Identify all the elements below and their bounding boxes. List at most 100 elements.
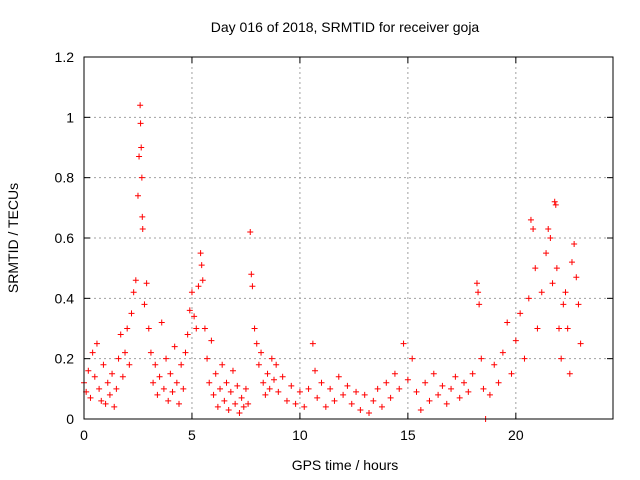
data-point bbox=[439, 382, 446, 389]
data-point bbox=[193, 325, 200, 332]
data-point bbox=[495, 379, 502, 386]
data-point bbox=[232, 400, 239, 407]
data-point bbox=[128, 310, 135, 317]
data-point bbox=[204, 355, 211, 362]
data-point bbox=[486, 391, 493, 398]
data-point bbox=[201, 325, 208, 332]
data-point bbox=[102, 400, 109, 407]
data-point bbox=[478, 355, 485, 362]
data-point bbox=[195, 283, 202, 290]
data-point bbox=[132, 277, 139, 284]
data-point bbox=[169, 388, 176, 395]
data-point bbox=[91, 373, 98, 380]
data-point bbox=[258, 349, 265, 356]
data-point bbox=[260, 379, 267, 386]
data-point bbox=[145, 325, 152, 332]
data-point bbox=[223, 379, 230, 386]
y-tick-label: 1.2 bbox=[55, 49, 75, 65]
data-point bbox=[152, 361, 159, 368]
data-point bbox=[199, 277, 206, 284]
data-point bbox=[562, 289, 569, 296]
data-point bbox=[255, 361, 262, 368]
x-tick-label: 20 bbox=[508, 427, 524, 443]
plot-frame bbox=[83, 56, 614, 420]
data-point bbox=[404, 376, 411, 383]
data-point bbox=[188, 289, 195, 296]
data-point bbox=[180, 385, 187, 392]
data-point bbox=[268, 355, 275, 362]
data-point bbox=[426, 397, 433, 404]
data-point bbox=[134, 192, 141, 199]
data-point bbox=[378, 403, 385, 410]
y-tick-label: 0.8 bbox=[55, 170, 75, 186]
data-point bbox=[461, 379, 468, 386]
data-point bbox=[508, 370, 515, 377]
data-point bbox=[396, 385, 403, 392]
data-point bbox=[312, 367, 319, 374]
data-point bbox=[499, 349, 506, 356]
data-point bbox=[577, 340, 584, 347]
axis-ticks: 0 5 10 15 20 0 0.2 0.4 0.6 0.8 1 1.2 bbox=[55, 49, 613, 443]
data-point bbox=[344, 382, 351, 389]
data-point bbox=[208, 337, 215, 344]
data-point bbox=[150, 379, 157, 386]
data-point bbox=[553, 265, 560, 272]
data-point bbox=[253, 340, 260, 347]
data-point bbox=[147, 349, 154, 356]
data-point bbox=[543, 250, 550, 257]
data-point bbox=[176, 400, 183, 407]
data-point bbox=[348, 400, 355, 407]
data-point bbox=[109, 370, 116, 377]
data-point bbox=[527, 216, 534, 223]
data-point bbox=[558, 355, 565, 362]
y-tick-label: 0.4 bbox=[55, 290, 75, 306]
data-point bbox=[229, 367, 236, 374]
data-point bbox=[552, 201, 559, 208]
data-point bbox=[173, 379, 180, 386]
data-point bbox=[322, 403, 329, 410]
data-point bbox=[262, 391, 269, 398]
data-point bbox=[309, 340, 316, 347]
data-point bbox=[163, 355, 170, 362]
y-tick-label: 0.6 bbox=[55, 230, 75, 246]
data-point bbox=[106, 391, 113, 398]
data-point bbox=[156, 373, 163, 380]
data-point bbox=[409, 355, 416, 362]
data-point bbox=[217, 385, 224, 392]
data-point bbox=[387, 394, 394, 401]
chart-title: Day 016 of 2018, SRMTID for receiver goj… bbox=[211, 19, 480, 35]
data-point bbox=[219, 361, 226, 368]
data-points bbox=[81, 102, 584, 422]
data-point bbox=[547, 235, 554, 241]
data-point bbox=[473, 280, 480, 287]
y-tick-label: 0.2 bbox=[55, 351, 75, 367]
data-point bbox=[366, 409, 373, 416]
data-point bbox=[564, 325, 571, 332]
y-tick-label: 0 bbox=[66, 411, 74, 427]
data-point bbox=[160, 385, 167, 392]
data-point bbox=[571, 241, 578, 248]
data-point bbox=[206, 379, 213, 386]
data-point bbox=[296, 388, 303, 395]
data-point bbox=[198, 262, 205, 269]
x-tick-label: 5 bbox=[188, 427, 196, 443]
data-point bbox=[126, 361, 133, 368]
data-point bbox=[430, 370, 437, 377]
data-point bbox=[242, 385, 249, 392]
grid-lines bbox=[84, 57, 613, 419]
data-point bbox=[551, 198, 558, 205]
data-point bbox=[353, 388, 360, 395]
data-point bbox=[225, 406, 232, 413]
data-point bbox=[469, 370, 476, 377]
data-point bbox=[422, 379, 429, 386]
data-point bbox=[556, 325, 563, 332]
data-point bbox=[275, 388, 282, 395]
data-point bbox=[448, 385, 455, 392]
data-point bbox=[517, 310, 524, 317]
data-point bbox=[184, 331, 191, 338]
data-point bbox=[139, 213, 146, 220]
data-point bbox=[370, 397, 377, 404]
data-point bbox=[113, 385, 120, 392]
data-point bbox=[178, 361, 185, 368]
